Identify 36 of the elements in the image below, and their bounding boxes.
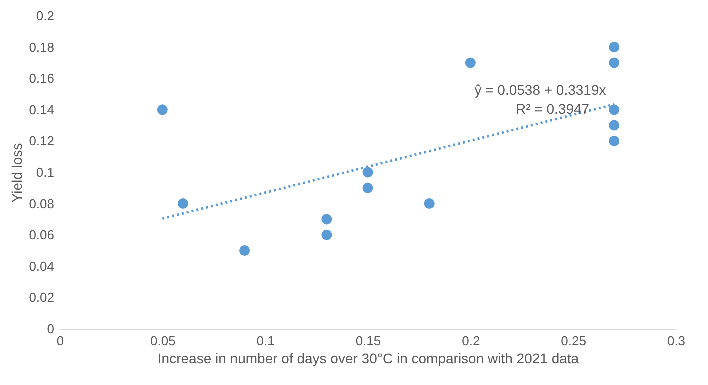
y-tick-label: 0.08 (29, 196, 54, 212)
annotation: R² = 0.3947 (516, 100, 590, 117)
x-tick-label: 0.05 (150, 334, 176, 348)
point (424, 198, 435, 210)
point (465, 58, 476, 68)
point (322, 230, 332, 240)
y-axis-title: Yield loss (9, 143, 26, 203)
x-tick-label: 0.2 (462, 334, 480, 348)
y-tick-label: 0.12 (29, 134, 54, 149)
point (362, 182, 374, 194)
x-axis-title: Increase in number of days over 30°C in comparison with 2021 data (158, 350, 580, 366)
point (609, 58, 620, 68)
y-tick-label: 0.1 (36, 165, 54, 180)
point (609, 120, 620, 131)
y-tick-label: 0.06 (29, 228, 54, 243)
y-tick-label: 0.18 (29, 40, 54, 55)
point (362, 167, 374, 178)
point (609, 42, 620, 53)
x-tick-label: 0.25 (561, 334, 586, 348)
point (157, 104, 168, 116)
y-tick-label: 0.2 (36, 8, 54, 24)
y-tick-label: 0.14 (29, 102, 54, 118)
y-tick-label: 0.16 (29, 71, 54, 86)
point (609, 104, 620, 116)
point (322, 214, 332, 225)
x-tick-label: 0.1 (256, 334, 275, 348)
annotation: ŷ = 0.0538 + 0.3319x (474, 82, 606, 98)
x-tick-label: 0.3 (667, 334, 686, 348)
point (240, 246, 250, 256)
point (609, 136, 620, 146)
y-tick-label: 0.04 (29, 258, 54, 274)
x-tick-label: 0 (56, 334, 64, 348)
x-tick-label: 0.15 (356, 334, 382, 348)
point (178, 198, 188, 210)
y-tick-label: 0.02 (29, 290, 54, 306)
y-tick-label: 0 (47, 322, 54, 336)
